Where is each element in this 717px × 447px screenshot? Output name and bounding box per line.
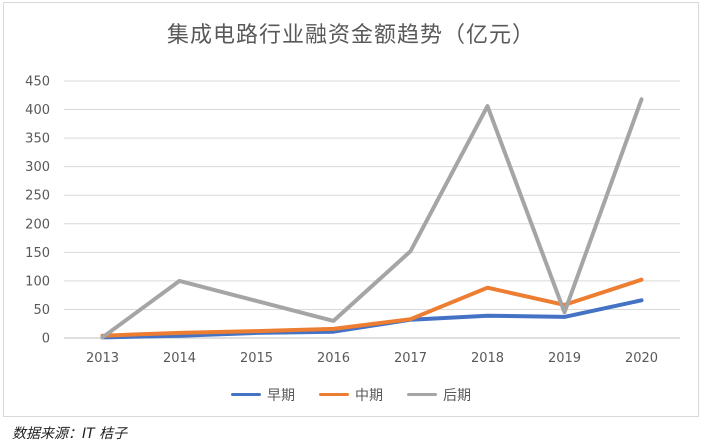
line-chart-plot: 0 50 100 150 200 250 300 350 400 450 2013 2014 2015 2… <box>25 75 680 366</box>
legend-swatch <box>231 393 261 396</box>
y-tick-label: 250 <box>25 189 50 204</box>
legend-swatch <box>319 393 349 396</box>
legend-item: 中期 <box>319 385 383 405</box>
y-tick-label: 100 <box>25 274 50 289</box>
x-tick-label: 2016 <box>317 351 350 366</box>
chart-title: 集成电路行业融资金额趋势（亿元） <box>166 23 535 48</box>
y-tick-label: 350 <box>25 132 50 147</box>
x-tick-label: 2017 <box>394 351 427 366</box>
x-tick-label: 2018 <box>471 351 504 366</box>
legend-item: 早期 <box>231 385 295 405</box>
legend-item: 后期 <box>407 385 471 405</box>
x-tick-label: 2013 <box>86 351 119 366</box>
source-note: 数据来源：IT 桔子 <box>12 426 128 442</box>
y-tick-label: 300 <box>25 160 50 175</box>
y-tick-label: 450 <box>25 75 50 90</box>
x-tick-label: 2019 <box>548 351 581 366</box>
legend-label: 中期 <box>355 387 383 404</box>
chart-legend: 早期 中期 后期 <box>4 384 698 405</box>
series-line <box>100 277 644 338</box>
x-tick-label: 2015 <box>240 351 273 366</box>
legend-swatch <box>407 393 437 396</box>
legend-label: 后期 <box>443 387 471 404</box>
y-tick-label: 50 <box>33 303 50 318</box>
y-tick-label: 150 <box>25 246 50 261</box>
series-line <box>100 97 644 340</box>
y-tick-label: 0 <box>42 332 50 347</box>
legend-label: 早期 <box>267 387 295 404</box>
chart-frame: 集成电路行业融资金额趋势（亿元） 0 50 100 150 200 250 300 350 40… <box>3 2 699 417</box>
x-tick-label: 2014 <box>163 351 196 366</box>
y-tick-label: 200 <box>25 217 50 232</box>
x-tick-label: 2020 <box>625 351 658 366</box>
y-tick-label: 400 <box>25 103 50 118</box>
